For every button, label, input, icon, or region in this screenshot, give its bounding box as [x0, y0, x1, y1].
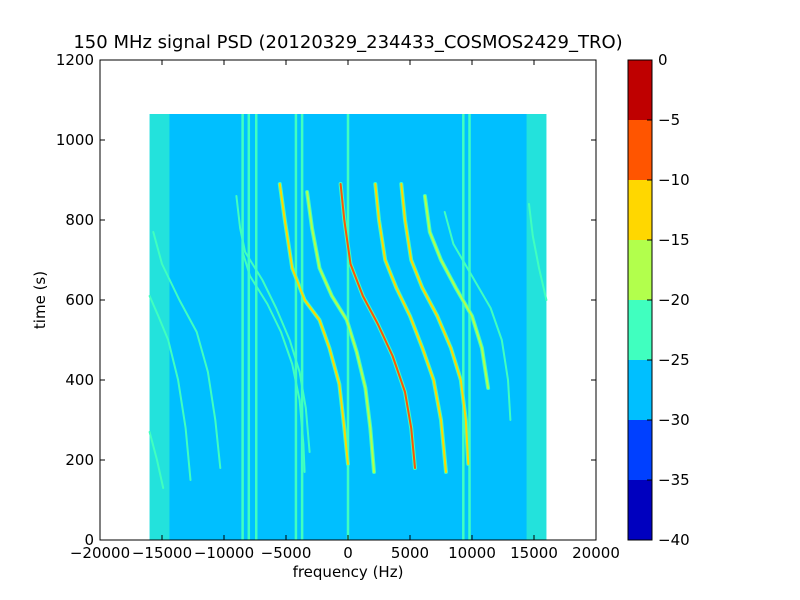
- colorbar-tick-label: −10: [658, 171, 690, 189]
- y-tick-label: 400: [65, 371, 94, 389]
- colorbar-segment: [628, 60, 652, 120]
- doppler-trace: [278, 183, 349, 465]
- colorbar-segment: [628, 120, 652, 180]
- chart-title: 150 MHz signal PSD (20120329_234433_COSM…: [73, 32, 622, 53]
- colorbar-segment: [628, 420, 652, 480]
- x-tick-label: 5000: [391, 544, 429, 562]
- colorbar-tick-label: −20: [658, 291, 690, 309]
- colorbar-segment: [628, 180, 652, 240]
- colorbar: −40 −35 −30 −25 −20 −15 −10 −5 0: [627, 51, 690, 549]
- x-tick-label: −10000: [194, 544, 254, 562]
- x-tick-label: 10000: [448, 544, 496, 562]
- doppler-trace: [443, 211, 512, 421]
- y-tick-label: 200: [65, 451, 94, 469]
- x-tick-label: −20000: [70, 544, 130, 562]
- doppler-trace: [235, 195, 311, 453]
- spectrogram-heatmap: [148, 114, 548, 540]
- doppler-trace: [528, 203, 548, 301]
- y-tick-label: 600: [65, 291, 94, 309]
- y-tick-label: 1200: [56, 51, 94, 69]
- colorbar-tick-label: −35: [658, 471, 690, 489]
- doppler-trace: [306, 191, 375, 473]
- colorbar-tick-label: −30: [658, 411, 690, 429]
- doppler-trace: [374, 183, 447, 473]
- colorbar-tick-label: −5: [658, 111, 680, 129]
- x-tick-label: 20000: [572, 544, 620, 562]
- colorbar-segment: [628, 300, 652, 360]
- x-axis-label: frequency (Hz): [293, 563, 404, 581]
- colorbar-tick-label: 0: [658, 51, 668, 69]
- colorbar-tick-label: −15: [658, 231, 690, 249]
- heatmap-right-edge-band: [526, 114, 547, 540]
- doppler-trace: [339, 183, 416, 469]
- x-tick-label: −5000: [261, 544, 312, 562]
- colorbar-segment: [628, 480, 652, 540]
- x-tick-label: −15000: [132, 544, 192, 562]
- x-tick-label: 15000: [510, 544, 558, 562]
- doppler-trace: [152, 231, 222, 469]
- doppler-trace: [148, 431, 165, 489]
- colorbar-segment: [628, 240, 652, 300]
- colorbar-tick-label: −25: [658, 351, 690, 369]
- y-tick-label: 800: [65, 211, 94, 229]
- doppler-trace: [148, 295, 192, 481]
- colorbar-tick-label: −40: [658, 531, 690, 549]
- doppler-trace: [423, 195, 490, 389]
- x-tick-label: 0: [343, 544, 353, 562]
- y-axis-label: time (s): [31, 271, 49, 329]
- doppler-trace: [241, 251, 306, 473]
- y-tick-label: 0: [84, 531, 94, 549]
- y-tick-label: 1000: [56, 131, 94, 149]
- colorbar-segment: [628, 360, 652, 420]
- heatmap-left-edge-band: [149, 114, 170, 540]
- x-axis-ticks: −20000 −15000 −10000 −5000 0 5000 10000 15000 20…: [70, 60, 620, 562]
- y-axis-ticks: 0 200 400 600 800 1000 1200: [56, 51, 596, 549]
- doppler-trace: [400, 183, 470, 465]
